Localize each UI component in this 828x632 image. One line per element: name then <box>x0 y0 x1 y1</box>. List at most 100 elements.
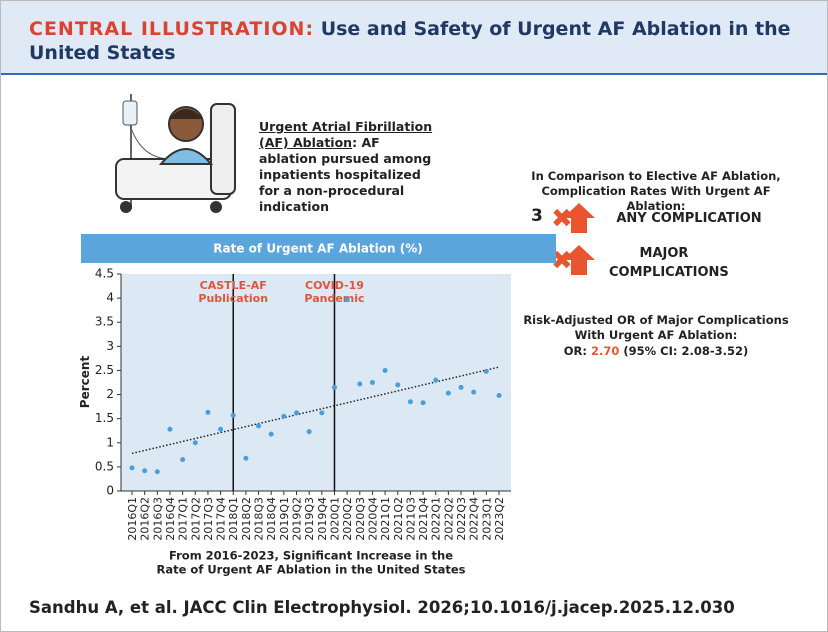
x-tick-label: 2018Q4 <box>265 497 278 541</box>
point <box>445 390 451 396</box>
point <box>256 423 262 429</box>
odds-prefix: OR: <box>563 344 587 358</box>
event-label: COVID-19 <box>305 279 364 292</box>
point <box>142 468 148 474</box>
y-axis-label: Percent <box>78 356 92 409</box>
chart-title-bar <box>81 234 556 263</box>
point <box>281 413 287 419</box>
event-label: CASTLE-AF <box>200 279 267 292</box>
icons: ✖ <box>541 243 601 281</box>
x-tick-label: 2018Q3 <box>253 497 266 541</box>
svg-text:✖: ✖ <box>551 204 573 234</box>
point <box>268 431 274 437</box>
x-tick-label: 2023Q2 <box>493 497 506 541</box>
x-tick-label: 2016Q4 <box>164 497 177 541</box>
y-tick-label: 4 <box>106 291 114 305</box>
point <box>243 455 249 461</box>
patient-illustration <box>115 94 236 213</box>
y-tick-label: 1.5 <box>95 411 114 425</box>
x-tick-label: 2019Q2 <box>291 497 304 541</box>
event-label: Publication <box>198 292 268 305</box>
x-axis-label: From 2016-2023, Significant Increase in … <box>169 549 453 563</box>
x-tick-label: 2021Q4 <box>417 497 430 541</box>
point <box>319 410 325 416</box>
y-tick-label: 3 <box>106 339 114 353</box>
point <box>471 389 477 395</box>
factor: 3 <box>531 206 543 226</box>
x-tick-label: 2019Q4 <box>316 497 329 541</box>
point <box>433 377 439 383</box>
definition-text: : AF ablation pursued among inpatients h… <box>259 135 432 214</box>
point <box>230 412 236 418</box>
x-tick-label: 2023Q1 <box>480 497 493 541</box>
chart: Rate of Urgent AF Ablation (%) Percent 0… <box>78 234 556 577</box>
y-tick-label: 0.5 <box>95 459 114 473</box>
x-tick-label: 2021Q1 <box>379 497 392 541</box>
x-tick-label: 2019Q1 <box>278 497 291 541</box>
point <box>483 368 489 374</box>
point <box>420 400 426 406</box>
definition: Urgent Atrial Fibrillation (AF) Ablation… <box>259 119 434 215</box>
x-axis-label: Rate of Urgent AF Ablation in the United… <box>157 563 466 577</box>
point <box>369 380 375 385</box>
point <box>331 384 337 390</box>
x-tick-label: 2020Q2 <box>341 497 354 541</box>
x-tick-label: 2017Q4 <box>215 497 228 541</box>
x-tick-label: 2020Q3 <box>354 497 367 541</box>
citation: Sandhu A, et al. JACC Clin Electrophysio… <box>29 598 735 617</box>
x-tick-label: 2016Q2 <box>139 497 152 541</box>
point <box>129 465 135 471</box>
y-tick-label: 0 <box>106 484 114 498</box>
y-tick-label: 4.5 <box>95 267 114 281</box>
svg-text:✖: ✖ <box>551 246 573 276</box>
point <box>458 384 464 390</box>
point <box>344 297 350 303</box>
odds-value: 2.70 <box>590 344 620 358</box>
y-tick-label: 1 <box>106 435 114 449</box>
odds-ci: (95% CI: 2.08-3.52) <box>623 344 749 358</box>
x-tick-label: 2022Q3 <box>455 497 468 541</box>
x-tick-label: 2021Q3 <box>404 497 417 541</box>
point <box>496 393 502 399</box>
y-tick-label: 2.5 <box>95 363 114 377</box>
point <box>407 399 413 405</box>
x-tick-label: 2017Q3 <box>202 497 215 541</box>
x-tick-label: 2022Q2 <box>442 497 455 541</box>
complication-label: ANY COMPLICATION <box>616 211 762 226</box>
header-title: CENTRAL ILLUSTRATION: Use and Safety of … <box>29 17 799 65</box>
point <box>180 457 186 463</box>
icons: ✖ <box>541 201 601 239</box>
y-tick-label: 2 <box>106 387 114 401</box>
x-tick-label: 2021Q2 <box>392 497 405 541</box>
complication-label: MAJOR COMPLICATIONS <box>609 246 729 280</box>
x-tick-label: 2017Q2 <box>189 497 202 541</box>
point <box>382 367 388 373</box>
point <box>395 382 401 388</box>
odds-line: OR: 2.70 (95% CI: 2.08-3.52) <box>521 344 791 359</box>
point <box>306 429 312 435</box>
x-tick-label: 2022Q4 <box>468 497 481 541</box>
point <box>205 409 211 415</box>
x-tick-label: 2019Q3 <box>303 497 316 541</box>
point <box>218 426 224 432</box>
odds-heading: Risk-Adjusted OR of Major Complications … <box>523 313 789 342</box>
plot-area <box>121 274 511 491</box>
chart-title: Rate of Urgent AF Ablation (%) <box>213 242 422 256</box>
point <box>154 469 160 475</box>
x-tick-label: 2022Q1 <box>430 497 443 541</box>
x-tick-label: 2020Q1 <box>328 497 341 541</box>
event-label: Pandemic <box>304 292 364 305</box>
x-tick-label: 2016Q3 <box>151 497 164 541</box>
definition-term: Urgent Atrial Fibrillation (AF) Ablation <box>259 119 433 150</box>
x-tick-label: 2020Q4 <box>366 497 379 541</box>
comparison-intro: In Comparison to Elective AF Ablation, C… <box>531 169 781 213</box>
x-tick-label: 2018Q2 <box>240 497 253 541</box>
point <box>167 426 173 432</box>
point <box>357 381 363 387</box>
point <box>294 410 300 416</box>
x-tick-label: 2016Q1 <box>126 497 139 541</box>
x-tick-label: 2018Q1 <box>227 497 240 541</box>
x-tick-label: 2017Q1 <box>177 497 190 541</box>
header-label: CENTRAL ILLUSTRATION: <box>29 18 315 40</box>
